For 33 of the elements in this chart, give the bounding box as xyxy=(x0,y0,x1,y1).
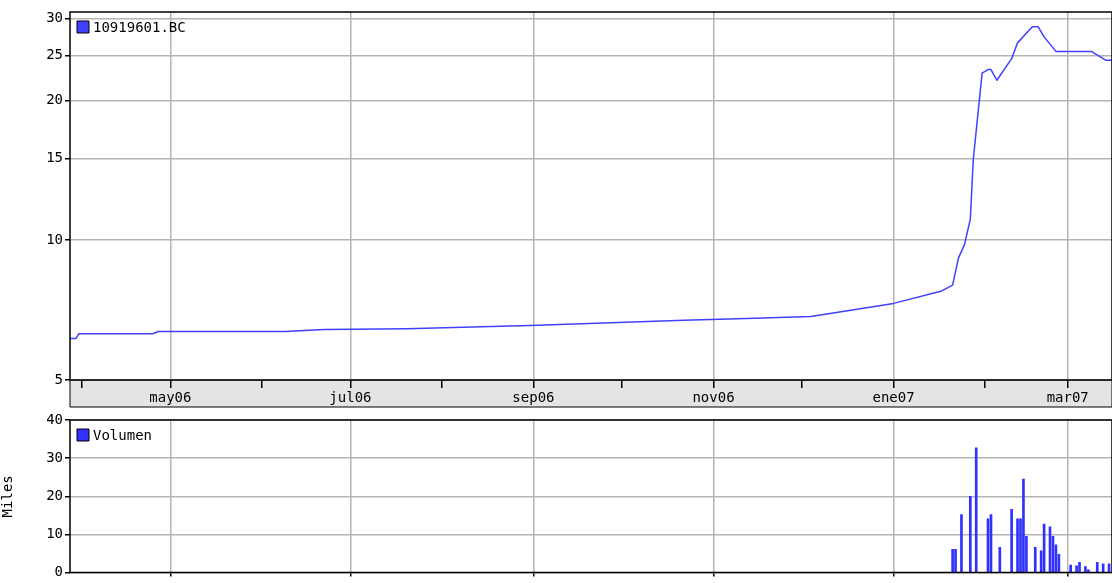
bar xyxy=(951,549,954,573)
legend-label: Volumen xyxy=(93,426,153,443)
bar xyxy=(1078,561,1081,573)
bar xyxy=(1095,561,1099,573)
y-tick-label: 30 xyxy=(46,9,63,26)
y-tick-label: 20 xyxy=(46,486,63,503)
x-tick-label: sep06 xyxy=(512,389,555,406)
bar xyxy=(1022,478,1025,573)
bar xyxy=(960,514,963,573)
y-tick-label: 40 xyxy=(46,410,63,427)
bar xyxy=(974,447,978,573)
bar xyxy=(1016,518,1019,573)
y-tick-label: 10 xyxy=(46,525,63,542)
y-tick-label: 30 xyxy=(46,448,63,465)
bar xyxy=(1033,547,1037,573)
bar xyxy=(1010,508,1013,573)
bar xyxy=(1075,565,1078,573)
legend-label: 10919601.BC xyxy=(93,18,186,35)
y-tick-label: 25 xyxy=(46,46,63,63)
bar xyxy=(954,549,957,573)
x-tick-label: jul06 xyxy=(329,389,372,406)
x-tick-label: may06 xyxy=(149,389,192,406)
y-tick-label: 5 xyxy=(54,370,63,387)
y-tick-label: 10 xyxy=(46,230,63,247)
y-axis-title: Miles xyxy=(0,475,16,518)
bar xyxy=(1069,564,1072,573)
x-tick-label: ene07 xyxy=(872,389,915,406)
y-tick-label: 15 xyxy=(46,149,63,166)
bar xyxy=(968,495,972,573)
x-tick-label: mar07 xyxy=(1046,389,1089,406)
x-tick-label: nov06 xyxy=(692,389,735,406)
y-tick-label: 0 xyxy=(54,563,63,580)
y-tick-label: 20 xyxy=(46,91,63,108)
